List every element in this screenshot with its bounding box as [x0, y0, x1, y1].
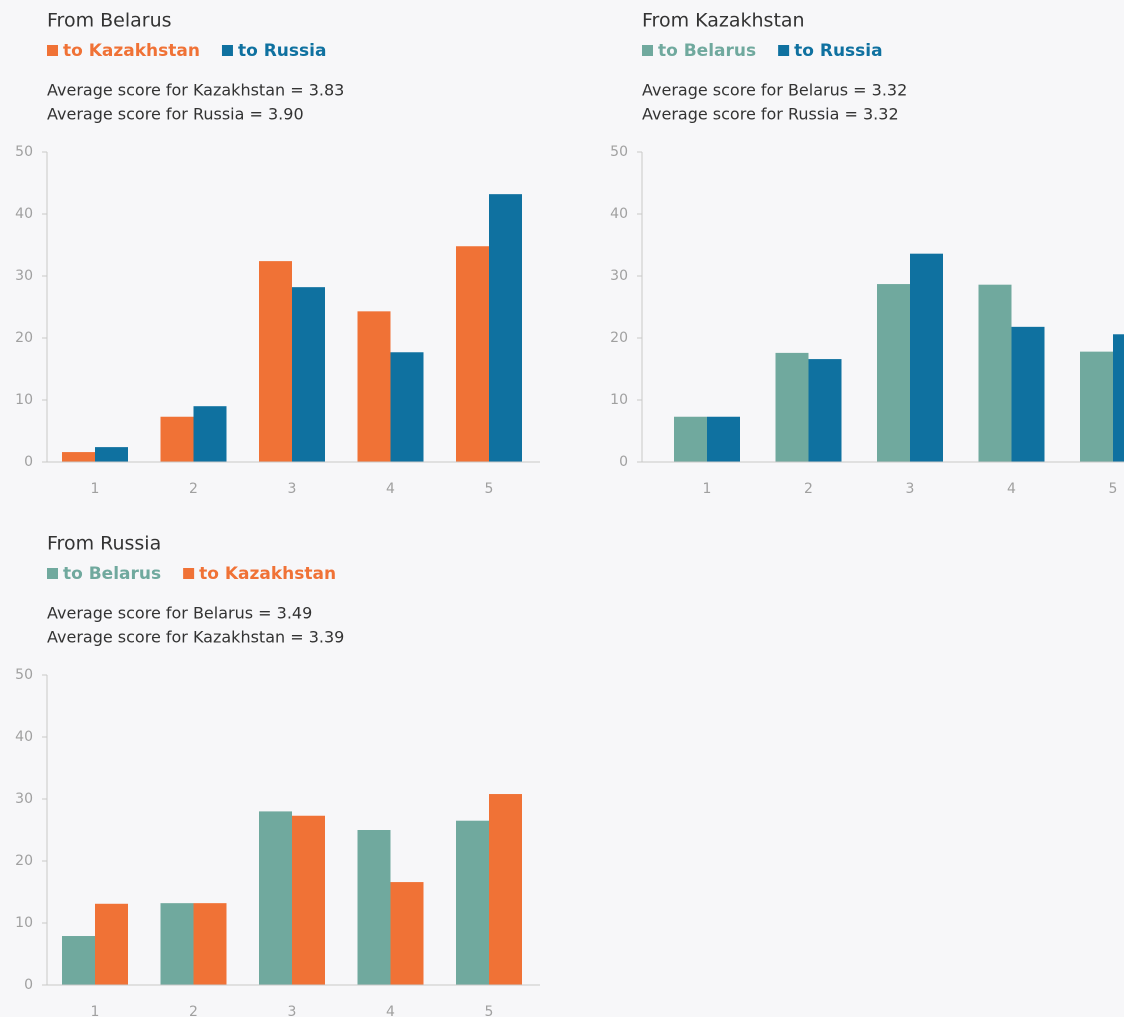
legend-swatch — [47, 568, 58, 579]
legend-label: to Belarus — [658, 41, 756, 61]
x-tick-label: 1 — [703, 481, 712, 497]
bar — [160, 903, 194, 985]
bar — [193, 406, 227, 462]
bar — [707, 416, 740, 462]
bar — [1011, 326, 1045, 462]
y-tick-label: 50 — [610, 144, 628, 160]
legend-swatch — [778, 45, 790, 56]
bar — [95, 903, 128, 985]
x-tick-label: 5 — [485, 1004, 494, 1017]
legend-label: to Belarus — [63, 564, 161, 584]
y-tick-label: 20 — [610, 330, 628, 346]
bar — [193, 903, 227, 985]
bar — [95, 447, 128, 462]
legend-swatch — [183, 568, 195, 579]
bar — [62, 452, 95, 462]
x-tick-label: 4 — [386, 1004, 395, 1017]
x-tick-label: 3 — [288, 1004, 297, 1017]
annotation: Average score for Belarus = 3.49 — [47, 604, 312, 623]
y-tick-label: 0 — [24, 454, 33, 470]
bar — [808, 359, 842, 462]
x-tick-label: 5 — [1109, 481, 1118, 497]
legend-label: to Kazakhstan — [63, 41, 200, 61]
bar — [489, 794, 522, 985]
bar — [259, 811, 292, 985]
x-tick-label: 4 — [1007, 481, 1016, 497]
bar — [292, 815, 325, 985]
y-tick-label: 50 — [15, 144, 33, 160]
y-tick-label: 30 — [15, 268, 33, 284]
x-tick-label: 1 — [91, 1004, 100, 1017]
x-tick-label: 1 — [91, 481, 100, 497]
y-tick-label: 50 — [15, 667, 33, 683]
x-tick-label: 3 — [288, 481, 297, 497]
y-tick-label: 10 — [15, 915, 33, 931]
x-tick-label: 5 — [485, 481, 494, 497]
chart-title: From Belarus — [47, 10, 172, 32]
legend-swatch — [221, 45, 233, 56]
annotation: Average score for Kazakhstan = 3.83 — [47, 81, 344, 100]
x-tick-label: 2 — [804, 481, 813, 497]
bar — [160, 416, 194, 462]
legend-label: to Russia — [238, 41, 326, 61]
annotation: Average score for Russia = 3.32 — [642, 105, 899, 124]
annotation: Average score for Kazakhstan = 3.39 — [47, 628, 344, 647]
y-tick-label: 20 — [15, 853, 33, 869]
bar — [259, 261, 292, 462]
x-tick-label: 3 — [906, 481, 915, 497]
bar — [62, 936, 95, 985]
y-tick-label: 10 — [15, 392, 33, 408]
y-tick-label: 40 — [610, 206, 628, 222]
bar — [1080, 351, 1113, 462]
bar — [456, 820, 489, 985]
legend-swatch — [47, 45, 58, 56]
x-tick-label: 4 — [386, 481, 395, 497]
y-tick-label: 20 — [15, 330, 33, 346]
bar — [877, 284, 910, 462]
y-tick-label: 30 — [610, 268, 628, 284]
annotation: Average score for Belarus = 3.32 — [642, 81, 907, 100]
chart-title: From Russia — [47, 533, 161, 555]
chart-title: From Kazakhstan — [642, 10, 805, 32]
bar — [390, 882, 424, 985]
bar — [357, 311, 391, 462]
y-tick-label: 40 — [15, 206, 33, 222]
x-tick-label: 2 — [189, 481, 198, 497]
bar — [978, 284, 1012, 462]
legend-label: to Russia — [794, 41, 882, 61]
bar — [489, 194, 522, 462]
bar — [674, 416, 707, 462]
bar — [775, 352, 809, 462]
bar — [910, 253, 943, 462]
bar — [357, 830, 391, 985]
bar — [292, 287, 325, 462]
y-tick-label: 40 — [15, 729, 33, 745]
bar — [456, 246, 489, 462]
y-tick-label: 0 — [24, 977, 33, 993]
bar — [390, 352, 424, 462]
y-tick-label: 10 — [610, 392, 628, 408]
legend-swatch — [642, 45, 653, 56]
x-tick-label: 2 — [189, 1004, 198, 1017]
y-tick-label: 0 — [619, 454, 628, 470]
y-tick-label: 30 — [15, 791, 33, 807]
annotation: Average score for Russia = 3.90 — [47, 105, 304, 124]
bar — [1113, 334, 1124, 462]
legend-label: to Kazakhstan — [199, 564, 336, 584]
